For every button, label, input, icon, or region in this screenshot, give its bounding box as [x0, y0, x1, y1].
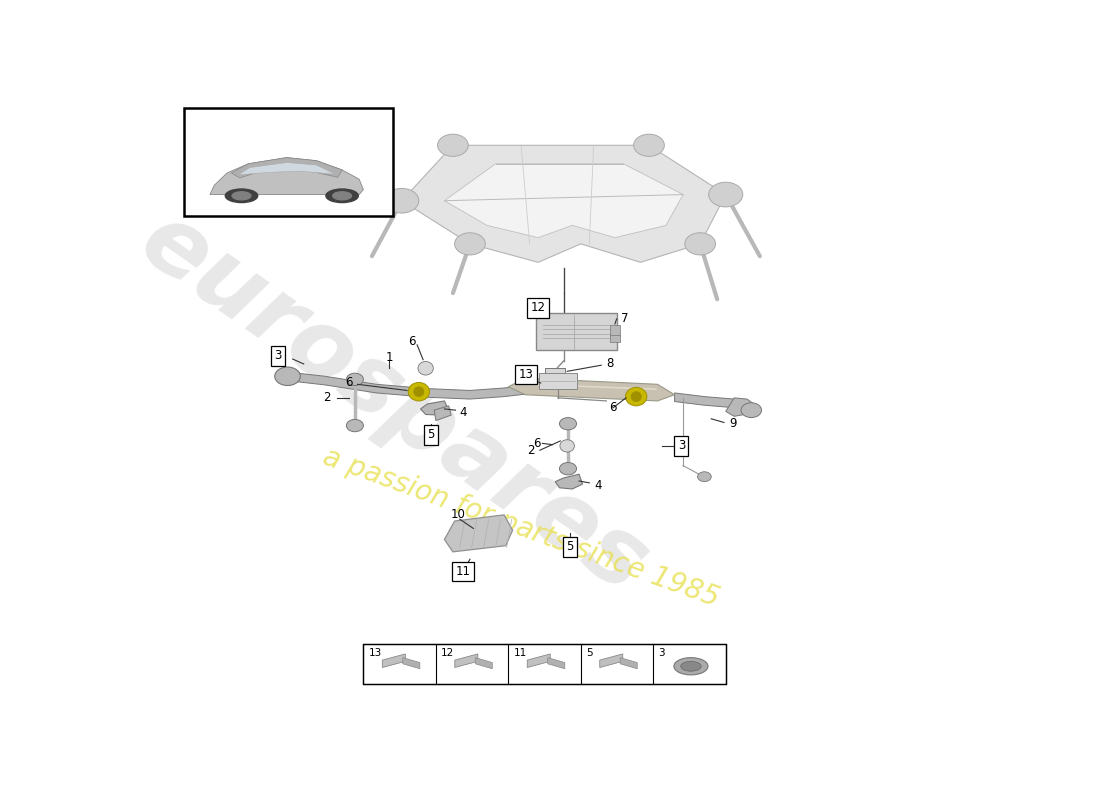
Bar — [185, 108, 394, 216]
FancyBboxPatch shape — [539, 373, 576, 389]
Polygon shape — [238, 162, 336, 175]
Circle shape — [438, 134, 469, 156]
Text: 4: 4 — [594, 479, 602, 492]
Polygon shape — [434, 406, 451, 421]
Ellipse shape — [332, 192, 352, 200]
Circle shape — [454, 233, 485, 255]
Text: eurospares: eurospares — [122, 195, 664, 613]
Text: 13: 13 — [519, 368, 534, 381]
Text: 6: 6 — [532, 437, 540, 450]
Polygon shape — [544, 368, 565, 375]
Ellipse shape — [414, 386, 424, 397]
Circle shape — [346, 419, 363, 432]
Polygon shape — [548, 658, 564, 669]
Ellipse shape — [232, 192, 251, 200]
Text: 6: 6 — [408, 334, 416, 348]
Text: 12: 12 — [530, 302, 546, 314]
Circle shape — [560, 462, 576, 475]
Polygon shape — [674, 393, 735, 408]
Circle shape — [697, 472, 712, 482]
Polygon shape — [420, 401, 449, 415]
Text: 8: 8 — [606, 358, 614, 370]
Text: 3: 3 — [659, 648, 666, 658]
Polygon shape — [444, 164, 683, 238]
Bar — [609, 335, 620, 342]
Polygon shape — [231, 158, 342, 178]
Ellipse shape — [418, 362, 433, 375]
Polygon shape — [620, 658, 637, 669]
Text: 9: 9 — [729, 418, 736, 430]
Text: 2: 2 — [323, 391, 330, 404]
Text: a passion for parts since 1985: a passion for parts since 1985 — [319, 442, 723, 612]
Ellipse shape — [326, 189, 359, 202]
Polygon shape — [287, 372, 526, 399]
Bar — [363, 644, 726, 684]
Polygon shape — [383, 654, 406, 667]
Ellipse shape — [631, 392, 641, 402]
Polygon shape — [403, 658, 420, 669]
Polygon shape — [527, 654, 550, 667]
Circle shape — [708, 182, 742, 207]
Text: 4: 4 — [460, 406, 466, 418]
Text: 2: 2 — [528, 444, 535, 457]
Text: 11: 11 — [514, 648, 527, 658]
Polygon shape — [600, 654, 623, 667]
Text: 10: 10 — [451, 508, 465, 522]
Ellipse shape — [408, 382, 429, 401]
Text: 13: 13 — [368, 648, 382, 658]
Polygon shape — [444, 515, 513, 552]
Circle shape — [685, 233, 715, 255]
Text: 5: 5 — [427, 428, 434, 442]
Circle shape — [634, 134, 664, 156]
Text: 6: 6 — [345, 376, 353, 389]
Text: 12: 12 — [441, 648, 454, 658]
Polygon shape — [475, 658, 493, 669]
Circle shape — [560, 418, 576, 430]
Text: 3: 3 — [275, 350, 282, 362]
Text: 5: 5 — [566, 541, 573, 554]
Ellipse shape — [674, 658, 708, 675]
Polygon shape — [508, 378, 674, 401]
Circle shape — [275, 367, 300, 386]
Text: 6: 6 — [609, 401, 617, 414]
Circle shape — [385, 188, 419, 213]
Ellipse shape — [560, 440, 574, 452]
Text: 1: 1 — [385, 350, 393, 364]
Text: 3: 3 — [678, 439, 685, 452]
Ellipse shape — [681, 662, 701, 671]
Circle shape — [741, 402, 761, 418]
Text: 7: 7 — [621, 313, 629, 326]
Circle shape — [346, 373, 363, 386]
Polygon shape — [726, 398, 756, 416]
Polygon shape — [556, 474, 583, 489]
Polygon shape — [402, 146, 726, 262]
Ellipse shape — [626, 387, 647, 406]
Text: 5: 5 — [586, 648, 593, 658]
Bar — [609, 325, 620, 336]
Polygon shape — [210, 158, 363, 194]
FancyBboxPatch shape — [536, 313, 617, 350]
Polygon shape — [454, 654, 477, 667]
Text: 11: 11 — [455, 565, 471, 578]
Ellipse shape — [226, 189, 257, 202]
